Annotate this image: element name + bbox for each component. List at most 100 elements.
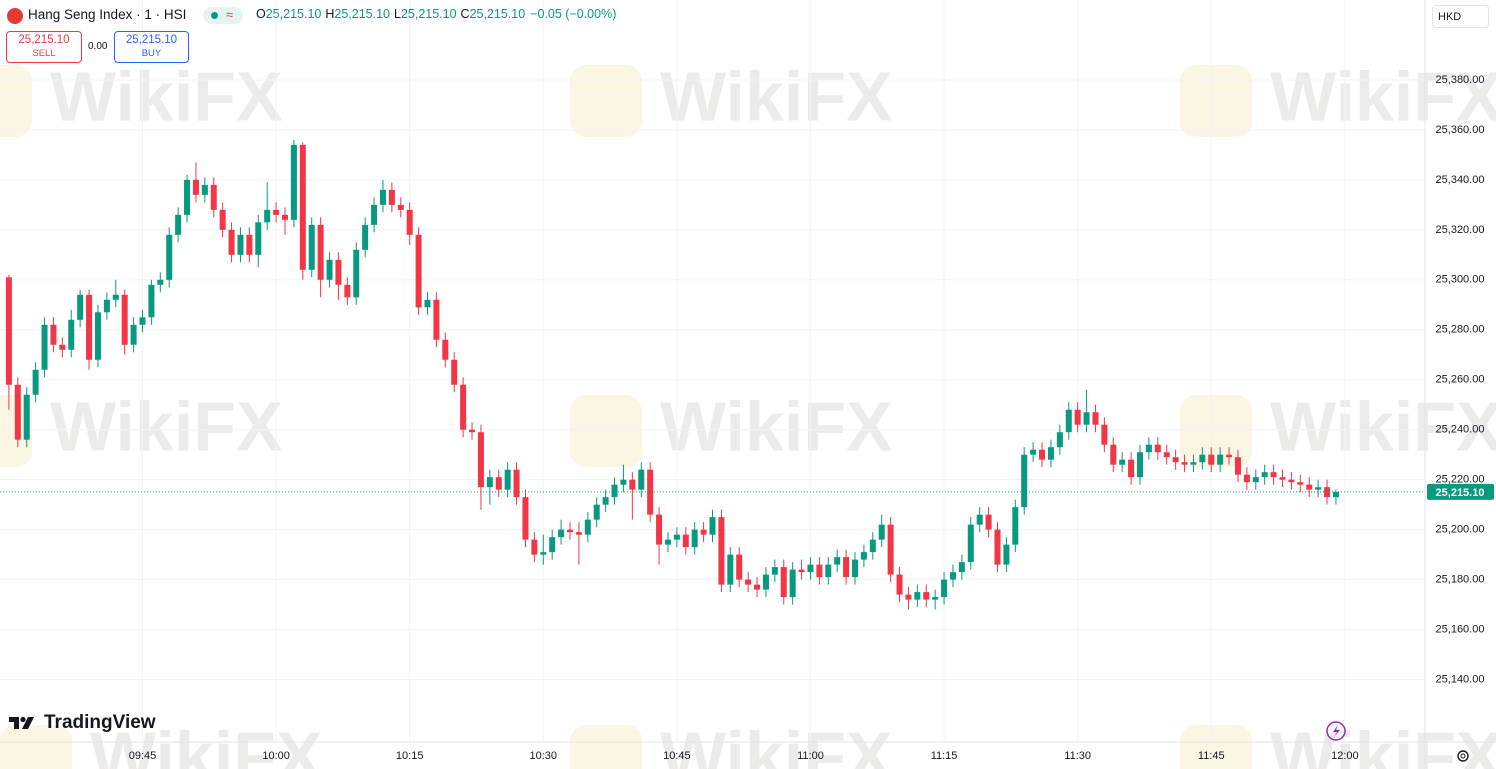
watermark: WikiFX (660, 387, 893, 465)
candle-body (789, 569, 796, 598)
y-tick-label: 25,260.00 (1436, 374, 1485, 386)
candle-body (1092, 412, 1099, 425)
candle-body (94, 312, 101, 360)
sell-button[interactable]: 25,215.10 SELL (6, 31, 82, 63)
y-tick-label: 25,380.00 (1436, 74, 1485, 86)
candle-body (852, 559, 858, 578)
candle-body (59, 344, 66, 350)
candle-body (442, 339, 449, 360)
y-tick-label: 25,160.00 (1436, 623, 1485, 635)
candle-body (130, 324, 137, 345)
candle-body (210, 184, 217, 210)
watermark: WikiFX (1270, 717, 1496, 769)
candle-body (1101, 424, 1108, 445)
candle-body (148, 284, 155, 318)
buy-label: BUY (141, 48, 162, 59)
candle-body (540, 552, 547, 555)
candle-body (1252, 477, 1259, 483)
candle-body (335, 259, 342, 285)
candle-body (994, 529, 1001, 565)
candle-body (1030, 449, 1037, 455)
candle-body (745, 579, 752, 585)
settings-icon[interactable] (1457, 750, 1469, 762)
candle-body (228, 229, 235, 255)
candle-body (834, 557, 841, 565)
x-tick-label: 11:15 (931, 750, 958, 762)
candle-body (673, 534, 680, 540)
candle-body (1083, 412, 1090, 425)
watermark: WikiFX (1270, 57, 1496, 135)
y-tick-label: 25,300.00 (1436, 274, 1485, 286)
x-tick-label: 09:45 (129, 750, 157, 762)
last-price-label: 25,215.10 (1436, 487, 1485, 499)
buy-button[interactable]: 25,215.10 BUY (114, 31, 189, 63)
candle-body (1306, 484, 1313, 490)
candle-body (237, 234, 244, 255)
candle-body (282, 214, 288, 220)
candle-body (1145, 444, 1152, 453)
candle-body (1074, 409, 1081, 425)
currency-button[interactable]: HKD (1432, 5, 1489, 28)
candle-body (905, 594, 912, 600)
candle-body (682, 534, 689, 548)
x-tick-label: 10:00 (262, 750, 290, 762)
candle-body (68, 319, 75, 350)
candle-body (469, 429, 476, 433)
ohlc-value: 25,215.10 (265, 7, 322, 21)
spread: 0.00 (88, 41, 108, 52)
watermark-logo (0, 725, 72, 769)
symbol-icon (7, 8, 23, 24)
y-tick-label: 25,220.00 (1436, 474, 1485, 486)
candle-body (1243, 474, 1250, 483)
candle-body (317, 224, 324, 280)
candle-body (86, 294, 93, 360)
watermark: WikiFX (50, 57, 283, 135)
candle-body (1217, 454, 1224, 465)
candle-body (522, 497, 529, 540)
candle-body (825, 564, 832, 578)
watermark-logo (570, 65, 642, 137)
y-tick-label: 25,180.00 (1436, 574, 1485, 586)
candle-body (967, 524, 974, 563)
candle-body (531, 539, 538, 555)
watermark-logo (1180, 395, 1252, 467)
brand: TradingView (44, 712, 156, 733)
candle-body (103, 299, 110, 313)
lightning-icon (1326, 721, 1346, 741)
candle-body (299, 144, 306, 270)
x-tick-label: 10:15 (396, 750, 424, 762)
watermark-logo (1180, 725, 1252, 769)
candle-body (406, 209, 413, 235)
ohlc-key: C (460, 7, 470, 21)
candle-body (112, 294, 119, 300)
symbol-title[interactable]: Hang Seng Index · 1 · HSI (28, 7, 187, 22)
candle-body (1119, 459, 1126, 465)
candle-body (584, 519, 591, 535)
y-tick-label: 25,280.00 (1436, 324, 1485, 336)
candle-body (255, 222, 262, 255)
candle-body (656, 514, 663, 545)
x-tick-label: 11:30 (1064, 750, 1091, 762)
candle-body (1297, 482, 1304, 485)
candle-body (718, 517, 725, 585)
candle-body (941, 579, 948, 598)
x-tick-label: 12:00 (1331, 750, 1359, 762)
axes: 25,140.00 25,160.00 25,180.00 25,200.00 25,2… (0, 74, 1494, 762)
y-tick-label: 25,360.00 (1436, 124, 1485, 136)
candle-body (1137, 452, 1143, 478)
candle-body (1270, 472, 1277, 478)
candle-body (308, 224, 315, 270)
candle-body (23, 394, 30, 440)
candle-body (1021, 454, 1028, 508)
candle-body (415, 234, 422, 308)
candle-body (727, 554, 734, 585)
candle-body (1190, 462, 1197, 465)
candles (5, 139, 1339, 610)
candle-body (1226, 454, 1233, 458)
candle-body (914, 592, 921, 600)
candle-body (495, 477, 502, 490)
candle-body (1012, 507, 1019, 545)
y-tick-label: 25,200.00 (1436, 524, 1485, 536)
candle-body (486, 477, 493, 488)
